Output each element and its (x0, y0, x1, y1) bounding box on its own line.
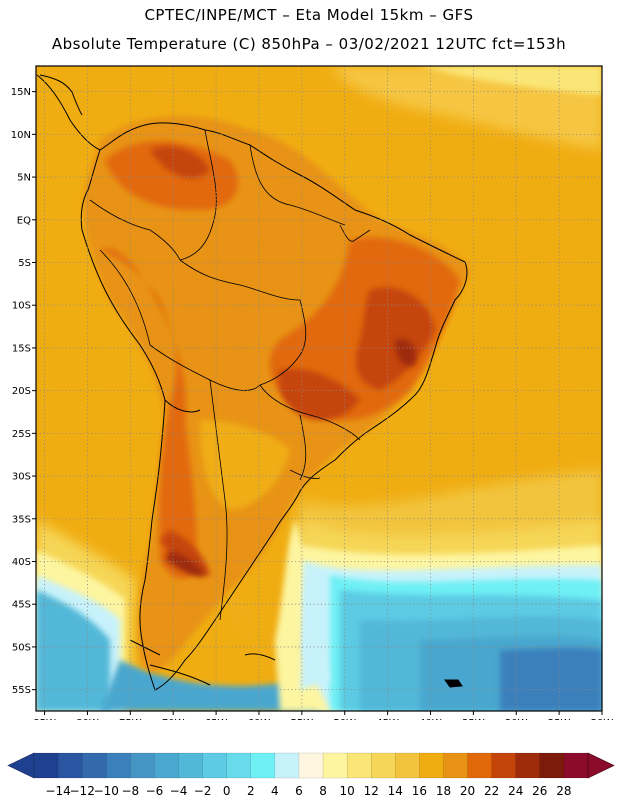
lat-label: 15N (11, 87, 31, 98)
lon-label: 55W (291, 718, 314, 720)
colorbar-swatch (226, 752, 252, 779)
colorbar-swatch (491, 752, 517, 779)
title-model: CPTEC/INPE/MCT – Eta Model 15km – GFS (144, 6, 474, 24)
colorbar-label: −8 (121, 784, 139, 798)
temperature-field (36, 66, 602, 711)
lat-label: 20S (12, 386, 31, 397)
colorbar-label: 2 (247, 784, 255, 798)
colorbar-swatch (539, 752, 565, 779)
lat-label: 25S (12, 429, 31, 440)
colorbar-max-arrow (587, 752, 615, 779)
colorbar-label: 12 (364, 784, 379, 798)
lat-label: 10N (11, 130, 31, 141)
lat-label: 5N (17, 173, 31, 184)
colorbar-label: 24 (508, 784, 523, 798)
colorbar-swatch (178, 752, 204, 779)
colorbar-swatch (250, 752, 276, 779)
colorbar-label: −6 (146, 784, 164, 798)
colorbar-swatch (563, 752, 589, 779)
latitude-labels: 15N 10N 5N EQ 5S 10S 15S 20S 25S 30S 35S 40S 45S 50S 5… (11, 87, 36, 696)
colorbar-min-arrow (7, 752, 35, 779)
colorbar-label: 20 (460, 784, 475, 798)
lon-label: 60W (248, 718, 271, 720)
colorbar-label: −14 (45, 784, 70, 798)
colorbar-label: −2 (194, 784, 212, 798)
colorbar-swatch (346, 752, 372, 779)
colorbar-label: 0 (223, 784, 231, 798)
colorbar-label: 6 (295, 784, 303, 798)
title-variable: Absolute Temperature (C) 850hPa – 03/02/… (51, 35, 567, 53)
colorbar-swatch (106, 752, 131, 779)
lat-label: 15S (12, 343, 31, 354)
lat-label: 5S (18, 258, 31, 269)
colorbar-label: −12 (70, 784, 95, 798)
colorbar-label: −10 (94, 784, 119, 798)
country-borders (89, 129, 371, 621)
lon-label: 25W (548, 718, 571, 720)
colorbar-label: 14 (388, 784, 403, 798)
colorbar-swatches (7, 752, 615, 779)
lon-label: 35W (462, 718, 485, 720)
colorbar-swatch (395, 752, 420, 779)
lon-label: 20W (591, 718, 614, 720)
lon-label: 85W (33, 718, 56, 720)
colorbar-swatch (371, 752, 396, 779)
colorbar-swatch (419, 752, 444, 779)
lat-label: 40S (12, 557, 31, 568)
colorbar-labels: −14−12−10 −8 −6 −4 −2 0 2 4 6 8 10 12 14 16 18 20 22 24 26… (45, 784, 571, 798)
lon-label: 75W (119, 718, 142, 720)
colorbar-swatch (298, 752, 324, 779)
map-frame (35, 65, 603, 712)
colorbar-label: 28 (556, 784, 571, 798)
colorbar-swatch (57, 752, 83, 779)
colorbar-label: 26 (532, 784, 547, 798)
temperature-map: 15N 10N 5N EQ 5S 10S 15S 20S 25S 30S 35S 40S 45S 50S 5… (11, 65, 613, 720)
colorbar-swatch (322, 752, 348, 779)
colorbar: −14−12−10 −8 −6 −4 −2 0 2 4 6 8 10 12 14 16 18 20 22 24 26… (7, 752, 615, 798)
lat-label: EQ (17, 215, 31, 226)
colorbar-swatch (81, 752, 107, 779)
colorbar-swatch (443, 752, 469, 779)
colorbar-label: 16 (412, 784, 427, 798)
lat-label: 45S (12, 600, 31, 611)
colorbar-label: −4 (170, 784, 188, 798)
graticule (36, 66, 602, 711)
lon-label: 40W (419, 718, 442, 720)
longitude-labels: 85W 80W 75W 70W 65W 60W 55W 50W 45W 40W 35W 30W 25W 2… (33, 711, 613, 720)
colorbar-label: 8 (319, 784, 327, 798)
colorbar-swatch (274, 752, 300, 779)
lon-label: 30W (505, 718, 528, 720)
colorbar-swatch (467, 752, 493, 779)
lon-label: 45W (376, 718, 399, 720)
colorbar-swatch (515, 752, 541, 779)
colorbar-label: 18 (436, 784, 451, 798)
lat-label: 55S (12, 685, 31, 696)
lon-label: 50W (333, 718, 356, 720)
lat-label: 10S (12, 301, 31, 312)
lat-label: 50S (12, 642, 31, 653)
colorbar-label: 4 (271, 784, 279, 798)
colorbar-swatch (154, 752, 180, 779)
colorbar-swatch (33, 752, 59, 779)
colorbar-label: 22 (484, 784, 499, 798)
colorbar-swatch (130, 752, 155, 779)
lat-label: 30S (12, 472, 31, 483)
lon-label: 80W (76, 718, 99, 720)
colorbar-label: 10 (339, 784, 354, 798)
lat-label: 35S (12, 514, 31, 525)
lon-label: 70W (162, 718, 185, 720)
colorbar-swatch (202, 752, 228, 779)
lon-label: 65W (205, 718, 228, 720)
